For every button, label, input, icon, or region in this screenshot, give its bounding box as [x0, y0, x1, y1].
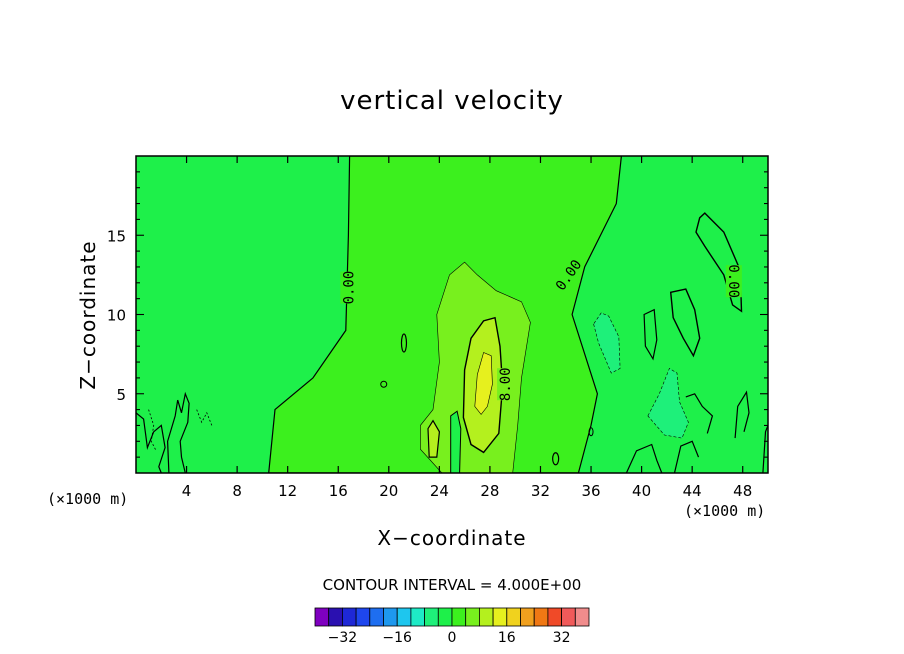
x-axis-label: X−coordinate — [377, 526, 527, 550]
colorbar-swatch — [547, 607, 563, 627]
contour-interval-label: CONTOUR INTERVAL = 4.000E+00 — [322, 576, 582, 594]
chart-title: vertical velocity — [340, 86, 564, 116]
x-tick-label: 4 — [182, 482, 192, 500]
contour-surface-a — [136, 412, 166, 473]
colorbar-swatch — [369, 607, 384, 627]
contour-dashed-a — [148, 409, 157, 451]
contour-blob-d — [380, 380, 388, 388]
contour-negative-strip — [450, 410, 462, 473]
contour-surface-c — [625, 443, 663, 473]
colorbar-swatch — [396, 607, 412, 627]
colorbar-swatch — [314, 607, 330, 627]
contour-small-core — [427, 419, 441, 458]
x-tick-label: 44 — [683, 482, 702, 500]
colorbar-swatch — [561, 607, 576, 627]
contour-blob-a — [400, 333, 408, 353]
x-tick-label: 36 — [581, 482, 600, 500]
contour-surface-e — [685, 393, 714, 434]
colorbar-swatch — [465, 607, 480, 627]
plot-area: 0.008.000.00 0.00 — [136, 156, 768, 473]
contour-label-bg-1 — [497, 368, 514, 401]
colorbar-swatch — [355, 607, 371, 627]
colorbar-tick-label: 0 — [448, 630, 457, 646]
x-tick-label: 24 — [430, 482, 449, 500]
x-unit-label-right: (×1000 m) — [684, 502, 766, 520]
contour-region-minus4-b — [647, 367, 689, 439]
colorbar: −32 −16 0 16 32 — [314, 607, 590, 646]
x-tick-label: 40 — [632, 482, 651, 500]
colorbar-swatch — [341, 607, 357, 627]
contour-island-b — [669, 288, 701, 358]
x-tick-label: 16 — [329, 482, 348, 500]
colorbar-tick-label: 16 — [498, 630, 516, 646]
colorbar-swatch — [451, 607, 467, 627]
colorbar-swatch — [410, 607, 425, 627]
colorbar-swatch — [424, 607, 439, 627]
x-tick-label: 48 — [733, 482, 752, 500]
colorbar-swatch — [506, 607, 521, 627]
x-tick-label: 20 — [379, 482, 398, 500]
colorbar-swatch — [478, 607, 494, 627]
contour-surface-d — [673, 440, 700, 473]
y-tick-label: 10 — [107, 307, 126, 325]
contour-surface-g — [762, 425, 768, 473]
colorbar-swatch — [383, 607, 398, 627]
x-tick-label: 12 — [278, 482, 297, 500]
y-tick-label: 15 — [107, 227, 126, 245]
contour-blob-b — [552, 452, 560, 466]
colorbar-tick-label: −32 — [328, 630, 358, 646]
contour-field: 0.008.000.00 0.00 — [136, 156, 768, 473]
colorbar-swatch — [533, 607, 549, 627]
colorbar-swatch — [574, 607, 590, 627]
y-tick-label: 5 — [116, 386, 126, 404]
contour-label-bg-3 — [725, 265, 742, 298]
x-tick-label: 32 — [531, 482, 550, 500]
contour-label-1: 8.00 — [498, 367, 514, 401]
colorbar-swatch — [520, 607, 535, 627]
colorbar-tick-label: 32 — [553, 630, 571, 646]
contour-surface-f — [734, 390, 750, 439]
colorbar-tick-label: −16 — [382, 630, 412, 646]
contour-region-minus4-a — [593, 312, 621, 374]
contour-label-3: 0.00 — [725, 264, 741, 298]
contour-label-bg-0 — [340, 271, 357, 304]
contour-island-a — [695, 212, 743, 313]
contour-label-bg-2 — [552, 257, 585, 293]
x-unit-label-left: (×1000 m) — [47, 490, 129, 508]
contour-label-0: 0.00 — [341, 271, 357, 305]
x-tick-label: 28 — [480, 482, 499, 500]
contour-surface-b — [166, 391, 190, 473]
contour-island-c — [643, 308, 658, 361]
contour-region-plus12 — [474, 352, 493, 415]
y-axis-label: Z−coordinate — [76, 240, 100, 390]
x-tick-label: 8 — [232, 482, 242, 500]
contour-blob-c — [588, 427, 594, 437]
colorbar-swatch — [492, 607, 508, 627]
colorbar-swatch — [437, 607, 453, 627]
colorbar-swatch — [328, 607, 343, 627]
